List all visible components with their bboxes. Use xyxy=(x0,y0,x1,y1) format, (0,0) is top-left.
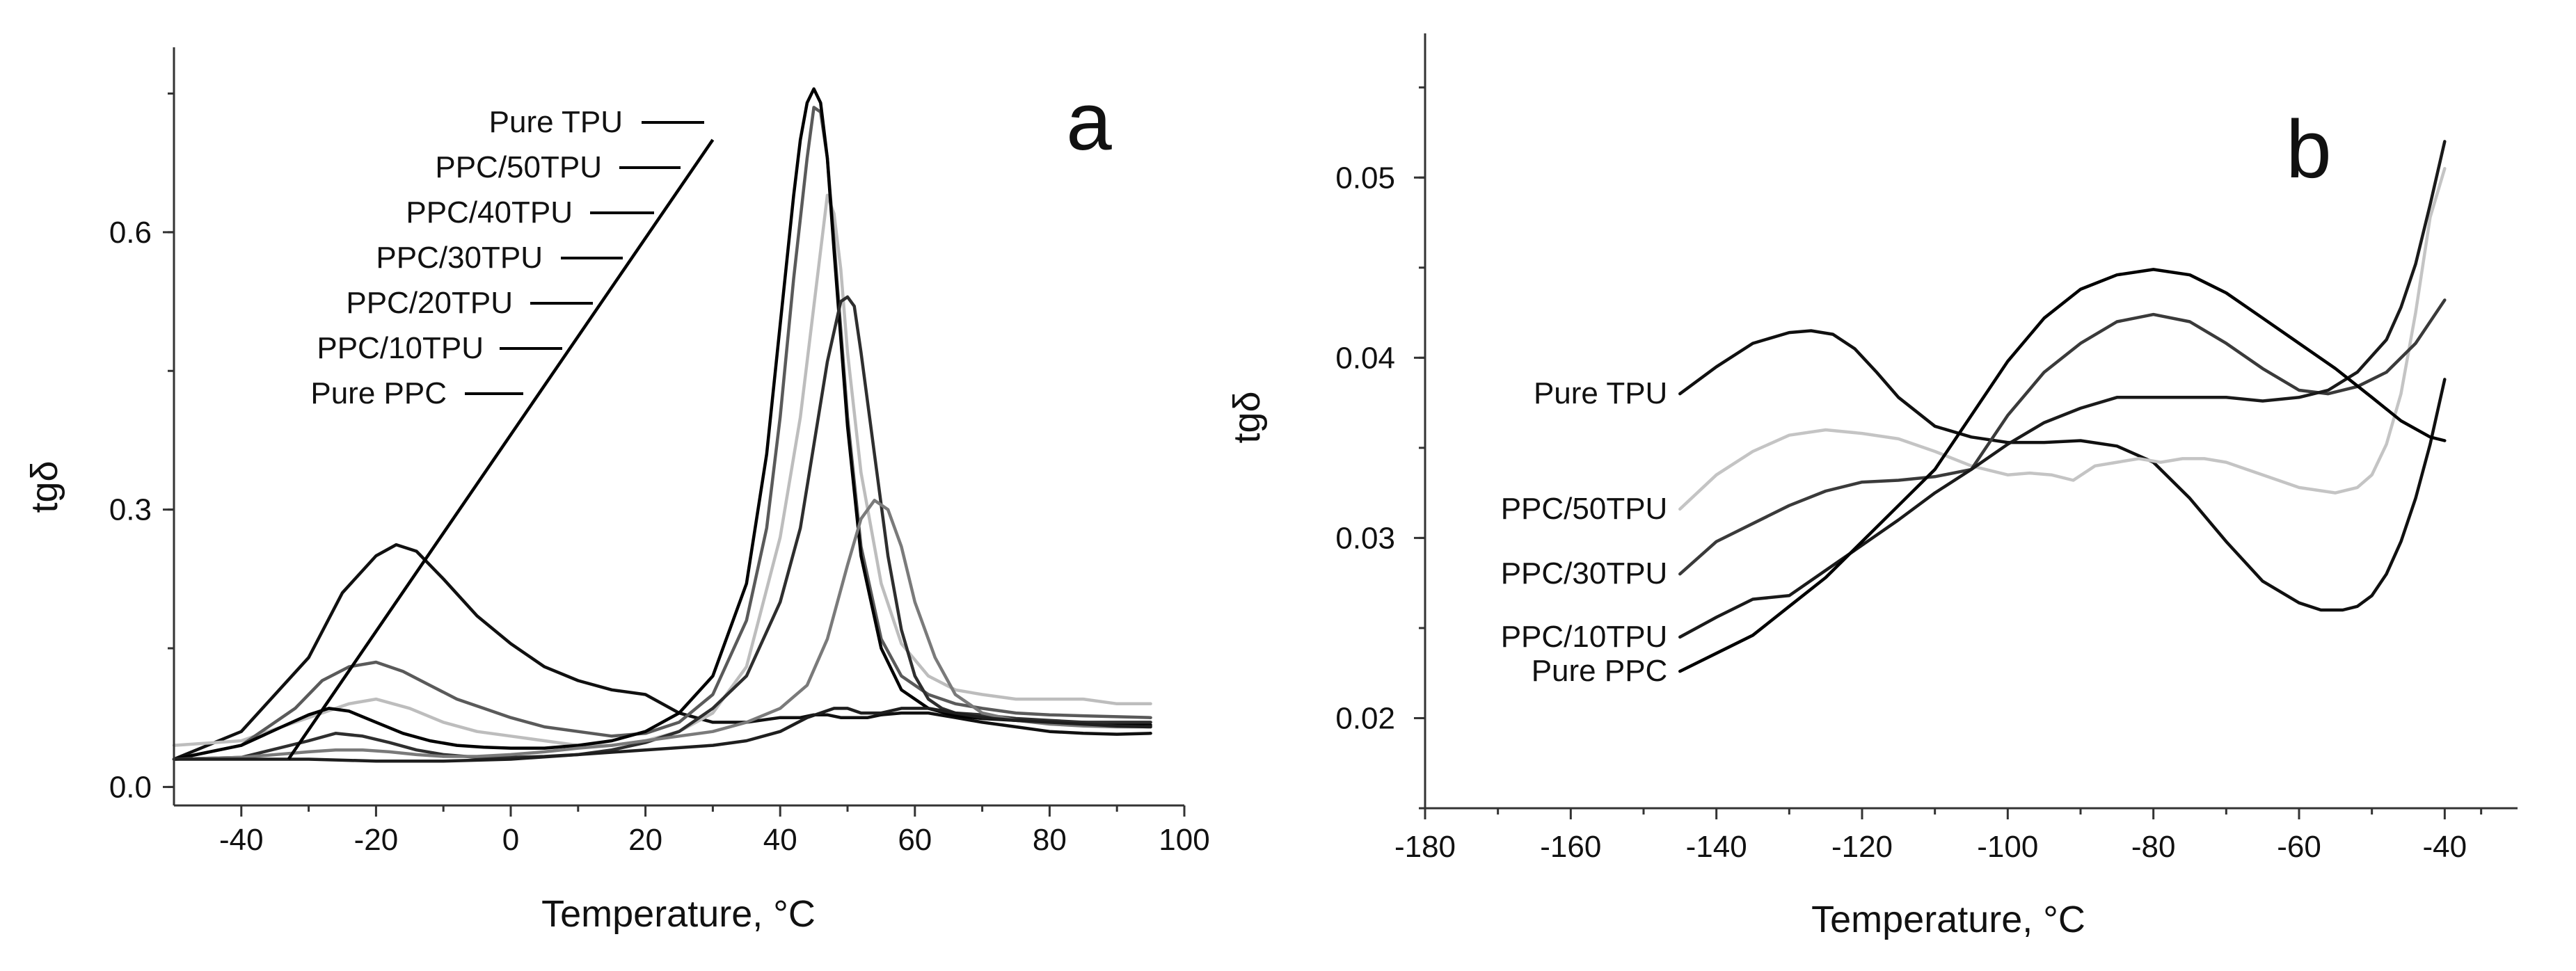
panel-b-legend-label-pure-ppc: Pure PPC xyxy=(1532,654,1668,688)
panel-a-x-tick-label: 0 xyxy=(502,823,519,857)
panel-a-series-ppc-40tpu xyxy=(172,106,1152,761)
panel-b-series-pure-tpu xyxy=(1678,329,2447,612)
panel-b-legend-label-ppc-50tpu: PPC/50TPU xyxy=(1501,492,1668,526)
panel-b-x-tick-label: -180 xyxy=(1394,830,1456,864)
panel-b-axes: -180 -160 -140 -120 -100 -80 -60 -40 0.02 0.03 0.0… xyxy=(1335,33,2518,864)
panel-a-letter: a xyxy=(1066,76,1112,168)
panel-b-x-tick-label: -60 xyxy=(2277,830,2321,864)
panel-a-series-pure-ppc xyxy=(172,707,1152,763)
panel-a-y-tick-label: 0.6 xyxy=(109,216,152,250)
panel-b-x-axis-title: Temperature, °C xyxy=(1811,899,2085,940)
panel-a-x-tick-label: 60 xyxy=(898,823,932,857)
panel-a-x-tick-label: 80 xyxy=(1033,823,1067,857)
panel-a-x-tick-label: -20 xyxy=(354,823,399,857)
panel-a-legend-label-ppc-40tpu: PPC/40TPU xyxy=(406,195,573,230)
panel-a-legend-label-pure-tpu: Pure TPU xyxy=(489,105,623,139)
panel-a-chart: -40 -20 0 20 40 60 80 100 0.0 0.3 0.6 Pure TPU PPC/… xyxy=(24,47,1210,935)
panel-b-series-group xyxy=(1678,140,2447,673)
panel-a-legend-label-ppc-10tpu: PPC/10TPU xyxy=(317,331,484,365)
panel-a-legend: Pure TPU PPC/50TPU PPC/40TPU PPC/30TPU PPC/2… xyxy=(310,105,704,410)
panel-a-legend-label-ppc-20tpu: PPC/20TPU xyxy=(346,286,513,320)
panel-b-y-tick-label: 0.04 xyxy=(1335,341,1395,375)
panel-b-x-tick-label: -40 xyxy=(2423,830,2467,864)
panel-b-series-ppc-30tpu xyxy=(1678,298,2447,576)
panel-a-series-ppc-30tpu xyxy=(172,87,1152,761)
panel-a-series-ppc-20tpu xyxy=(172,295,1152,761)
panel-a-x-tick-label: 20 xyxy=(628,823,662,857)
panel-b-x-tick-label: -140 xyxy=(1686,830,1747,864)
panel-b-series-ppc-10tpu xyxy=(1678,140,2447,639)
panel-b-y-tick-label: 0.05 xyxy=(1335,161,1395,195)
panel-b-x-tick-label: -80 xyxy=(2131,830,2176,864)
panel-a-legend-pointer-line xyxy=(287,138,715,760)
panel-b-chart: -180 -160 -140 -120 -100 -80 -60 -40 0.02 0.03 0.0… xyxy=(1226,33,2518,940)
panel-a-axes: -40 -20 0 20 40 60 80 100 0.0 0.3 0.6 xyxy=(109,47,1210,857)
panel-b-legend-label-ppc-30tpu: PPC/30TPU xyxy=(1501,556,1668,591)
panel-a-legend-label-ppc-50tpu: PPC/50TPU xyxy=(435,150,602,184)
panel-a-y-axis-title: tgδ xyxy=(24,460,65,513)
panel-b-letter: b xyxy=(2286,104,2332,195)
panel-b-x-tick-label: -120 xyxy=(1831,830,1893,864)
panel-a-legend-label-pure-ppc: Pure PPC xyxy=(310,376,447,410)
panel-a-x-tick-label: 100 xyxy=(1159,823,1209,857)
panel-a-y-tick-label: 0.0 xyxy=(109,770,152,804)
panel-b-y-tick-label: 0.02 xyxy=(1335,701,1395,735)
panel-a-y-tick-label: 0.3 xyxy=(109,493,152,527)
panel-b-legend: Pure TPU PPC/50TPU PPC/30TPU PPC/10TPUPure … xyxy=(1501,376,1668,688)
panel-b-series-pure-ppc xyxy=(1678,268,2447,673)
panel-b-legend-label-pure-tpu: Pure TPU xyxy=(1534,376,1667,410)
panel-b-y-tick-label: 0.03 xyxy=(1335,521,1395,555)
panel-a-series-group xyxy=(172,87,1152,763)
panel-a-series-pure-tpu xyxy=(172,543,1152,761)
panel-a-x-tick-label: 40 xyxy=(763,823,797,857)
panel-b-x-tick-label: -100 xyxy=(1977,830,2038,864)
panel-b-x-tick-label: -160 xyxy=(1540,830,1601,864)
panel-a-series-ppc-50tpu xyxy=(172,193,1152,747)
panel-a-x-axis-title: Temperature, °C xyxy=(541,893,816,935)
panel-b-series-ppc-50tpu xyxy=(1678,167,2447,511)
panel-b-legend-label-ppc-10tpu: PPC/10TPU xyxy=(1501,620,1668,654)
panel-a-legend-label-ppc-30tpu: PPC/30TPU xyxy=(376,241,543,275)
panel-b-y-axis-title: tgδ xyxy=(1226,391,1268,443)
panel-a-series-ppc-10tpu xyxy=(172,499,1152,761)
panel-a-x-tick-label: -40 xyxy=(219,823,264,857)
